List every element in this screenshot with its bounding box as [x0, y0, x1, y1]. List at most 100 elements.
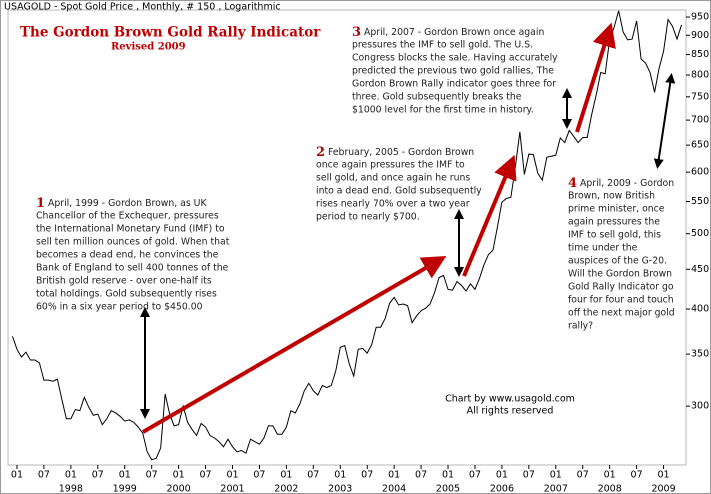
annotation-line: British gold reserve - over one-half its [36, 276, 212, 287]
rally-arrow [575, 22, 616, 133]
x-tick-label: 01 [65, 470, 77, 481]
y-tick-label: 500 [691, 228, 709, 239]
annotation: 1 April, 1999 - Gordon Brown, as UKChanc… [36, 196, 230, 313]
x-tick-label: 01 [280, 470, 292, 481]
credit: Chart by www.usagold.com [445, 394, 575, 405]
annotation-line: becomes a dead end, he convinces the [36, 250, 219, 261]
x-tick-label: 07 [415, 470, 427, 481]
year-label: 2005 [436, 484, 460, 494]
annotation-line: Chancellor of the Exchequer, pressures [36, 211, 219, 222]
annotation-line: sell ten million ounces of gold. When th… [36, 237, 230, 248]
annotation-line: Gold Rally Indicator go [568, 282, 674, 293]
annotation-text: April, 1999 - Gordon Brown, as UK [45, 198, 207, 209]
y-tick-label: 800 [691, 70, 709, 81]
annotation-line: rises nearly 70% over a two year [316, 199, 470, 210]
rally-arrow [462, 154, 517, 277]
annotation-line: Congress blocks the sale. Having accurat… [352, 53, 558, 64]
annotation-line: period to nearly $700. [316, 212, 420, 223]
year-label: 2000 [167, 484, 191, 494]
annotation-number: 3 [352, 25, 361, 40]
y-tick-label: 900 [691, 30, 709, 41]
x-tick-label: 07 [92, 470, 104, 481]
y-tick-label: 950 [691, 12, 709, 23]
x-tick-label: 01 [334, 470, 346, 481]
x-tick-label: 07 [146, 470, 158, 481]
annotation-line: 2 February, 2005 - Gordon Brown [316, 145, 474, 160]
arrows [140, 22, 676, 434]
annotation-line: four for four and touch [568, 295, 674, 306]
annotation-line: once again pressures the IMF to [316, 160, 465, 171]
credit: All rights reserved [467, 406, 554, 417]
annotation-line: 3 April, 2007 - Gordon Brown once again [352, 25, 544, 40]
y-tick-label: 350 [691, 349, 709, 360]
year-label: 1998 [59, 484, 83, 494]
annotation-line: Brown, now British [568, 191, 655, 202]
annotation-text: February, 2005 - Gordon Brown [325, 147, 474, 158]
annotation-line: into a dead end. Gold subsequently [316, 186, 482, 197]
year-label: 1999 [113, 484, 137, 494]
annotation-line: sell gold, and once again he runs [316, 173, 470, 184]
annotation-line: predicted the previous two gold rallies,… [352, 66, 554, 77]
annotation-line: Gordon Brown Rally indicator goes three … [352, 79, 556, 90]
y-tick-label: 300 [691, 401, 709, 412]
annotation-line: IMF to sell gold, this [568, 230, 661, 241]
y-tick-label: 450 [691, 264, 709, 275]
rally-arrow [141, 255, 447, 434]
x-tick-label: 01 [550, 470, 562, 481]
year-label: 2004 [382, 484, 406, 494]
annotation-text: April, 2009 - Gordon [577, 178, 674, 189]
x-tick-label: 01 [496, 470, 508, 481]
year-label: 2007 [544, 484, 568, 494]
chart-title: The Gordon Brown Gold Rally Indicator [20, 25, 321, 41]
x-tick-label: 07 [200, 470, 212, 481]
annotation-line: off the next major gold [568, 308, 675, 319]
x-tick-label: 01 [658, 470, 670, 481]
y-tick-label: 400 [691, 304, 709, 315]
annotation-number: 4 [568, 176, 577, 191]
annotation: 3 April, 2007 - Gordon Brown once againp… [352, 25, 558, 116]
plot-area [7, 9, 687, 466]
year-label: 2009 [651, 484, 675, 494]
y-tick-label: 650 [691, 140, 709, 151]
x-tick-label: 01 [388, 470, 400, 481]
annotation-line: time under the [568, 243, 638, 254]
x-tick-label: 07 [253, 470, 265, 481]
annotation-line: again pressures the [568, 217, 660, 228]
annotation-line: 4 April, 2009 - Gordon [568, 176, 674, 191]
year-label: 2002 [274, 484, 298, 494]
annotation-line: three. Gold subsequently breaks the [352, 92, 522, 103]
x-tick-label: 07 [631, 470, 643, 481]
y-tick-label: 600 [691, 167, 709, 178]
year-label: 2008 [598, 484, 622, 494]
x-tick-label: 01 [604, 470, 616, 481]
year-label: 2001 [220, 484, 244, 494]
annotation-line: rally? [568, 321, 593, 332]
year-label: 2003 [328, 484, 352, 494]
year-label: 2006 [490, 484, 514, 494]
chart-subtitle: Revised 2009 [111, 42, 186, 53]
x-tick-label: 01 [11, 470, 23, 481]
annotation-line: auspices of the G-20. [568, 256, 667, 267]
y-tick-label: 750 [691, 91, 709, 102]
x-tick-label: 07 [361, 470, 373, 481]
annotation-line: prime minister, once [568, 204, 665, 215]
x-tick-label: 07 [38, 470, 50, 481]
annotation-text: April, 2007 - Gordon Brown once again [361, 27, 544, 38]
annotation-line: 1 April, 1999 - Gordon Brown, as UK [36, 196, 207, 211]
annotation-line: 60% in a six year period to $450.00 [36, 302, 203, 313]
y-tick-label: 700 [691, 115, 709, 126]
x-tick-label: 07 [523, 470, 535, 481]
price-line [12, 10, 682, 461]
x-tick-label: 01 [226, 470, 238, 481]
x-tick-label: 01 [442, 470, 454, 481]
annotation-line: pressures the IMF to sell gold. The U.S. [352, 40, 533, 51]
y-tick-label: 550 [691, 196, 709, 207]
x-tick-label: 07 [469, 470, 481, 481]
annotation-line: the International Monetary Fund (IMF) to [36, 224, 225, 235]
annotation-line: Will the Gordon Brown [568, 269, 672, 280]
annotation-line: Bank of England to sell 400 tonnes of th… [36, 263, 229, 274]
